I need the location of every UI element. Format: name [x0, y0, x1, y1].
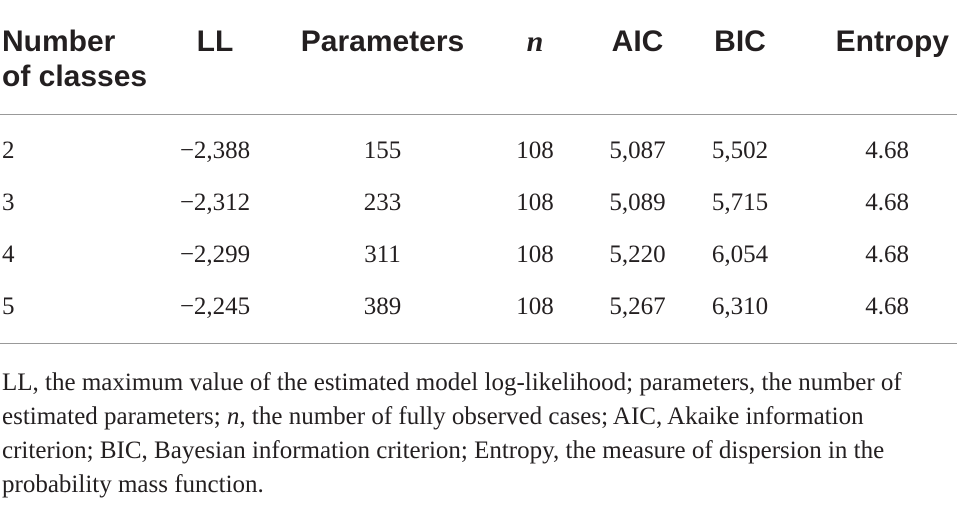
header-classes-line2: of classes	[2, 60, 148, 93]
cell-parameters: 311	[364, 241, 401, 268]
cell-aic: 5,220	[609, 241, 666, 268]
cell-parameters: 155	[363, 137, 402, 164]
cell-classes: 3	[2, 189, 15, 216]
cell-n: 108	[516, 189, 554, 216]
cell-ll: −2,388	[179, 137, 251, 164]
table-row: 4 −2,299 311 108 5,220 6,054 4.68	[0, 229, 957, 281]
cell-entropy: 4.68	[865, 137, 909, 164]
footnote-part1: LL, the maximum value of the estimated m…	[2, 369, 902, 430]
table-row: 3 −2,312 233 108 5,089 5,715 4.68	[0, 177, 957, 229]
table-row: 2 −2,388 155 108 5,087 5,502 4.68	[0, 115, 957, 178]
header-parameters: Parameters	[300, 25, 465, 58]
header-aic: AIC	[611, 25, 664, 58]
cell-entropy: 4.68	[865, 241, 909, 268]
header-n: n	[526, 25, 544, 58]
cell-n: 108	[516, 241, 554, 268]
results-table-container: Number of classes LL Parameters n AIC BI…	[0, 0, 957, 344]
cell-parameters: 233	[363, 189, 402, 216]
cell-ll: −2,312	[179, 189, 251, 216]
cell-parameters: 389	[363, 293, 402, 320]
cell-ll: −2,245	[179, 293, 251, 320]
cell-bic: 6,310	[711, 293, 769, 320]
cell-classes: 4	[2, 241, 15, 268]
cell-bic: 6,054	[711, 241, 769, 268]
cell-entropy: 4.68	[865, 293, 909, 320]
cell-n: 108	[516, 293, 554, 320]
cell-aic: 5,267	[609, 293, 666, 320]
table-row: 5 −2,245 389 108 5,267 6,310 4.68	[0, 281, 957, 344]
cell-classes: 5	[2, 293, 15, 320]
header-bic: BIC	[714, 25, 766, 58]
table-body: 2 −2,388 155 108 5,087 5,502 4.68 3 −2,3…	[0, 115, 957, 344]
cell-n: 108	[516, 137, 554, 164]
header-row: Number of classes LL Parameters n AIC BI…	[0, 0, 957, 115]
header-ll: LL	[196, 25, 234, 58]
cell-bic: 5,715	[711, 189, 769, 216]
header-number-of-classes: Number of classes	[0, 0, 150, 115]
footnote-part2: , the number of fully observed cases; AI…	[2, 403, 885, 498]
table-footnote: LL, the maximum value of the estimated m…	[2, 366, 952, 502]
cell-aic: 5,087	[609, 137, 666, 164]
cell-aic: 5,089	[609, 189, 666, 216]
model-fit-table: Number of classes LL Parameters n AIC BI…	[0, 0, 957, 344]
cell-ll: −2,299	[179, 241, 251, 268]
header-classes-line1: Number	[2, 25, 116, 58]
table-header: Number of classes LL Parameters n AIC BI…	[0, 0, 957, 115]
footnote-n-symbol: n	[226, 403, 240, 430]
header-entropy: Entropy	[835, 25, 949, 58]
cell-classes: 2	[2, 137, 15, 164]
cell-bic: 5,502	[711, 137, 769, 164]
cell-entropy: 4.68	[865, 189, 909, 216]
